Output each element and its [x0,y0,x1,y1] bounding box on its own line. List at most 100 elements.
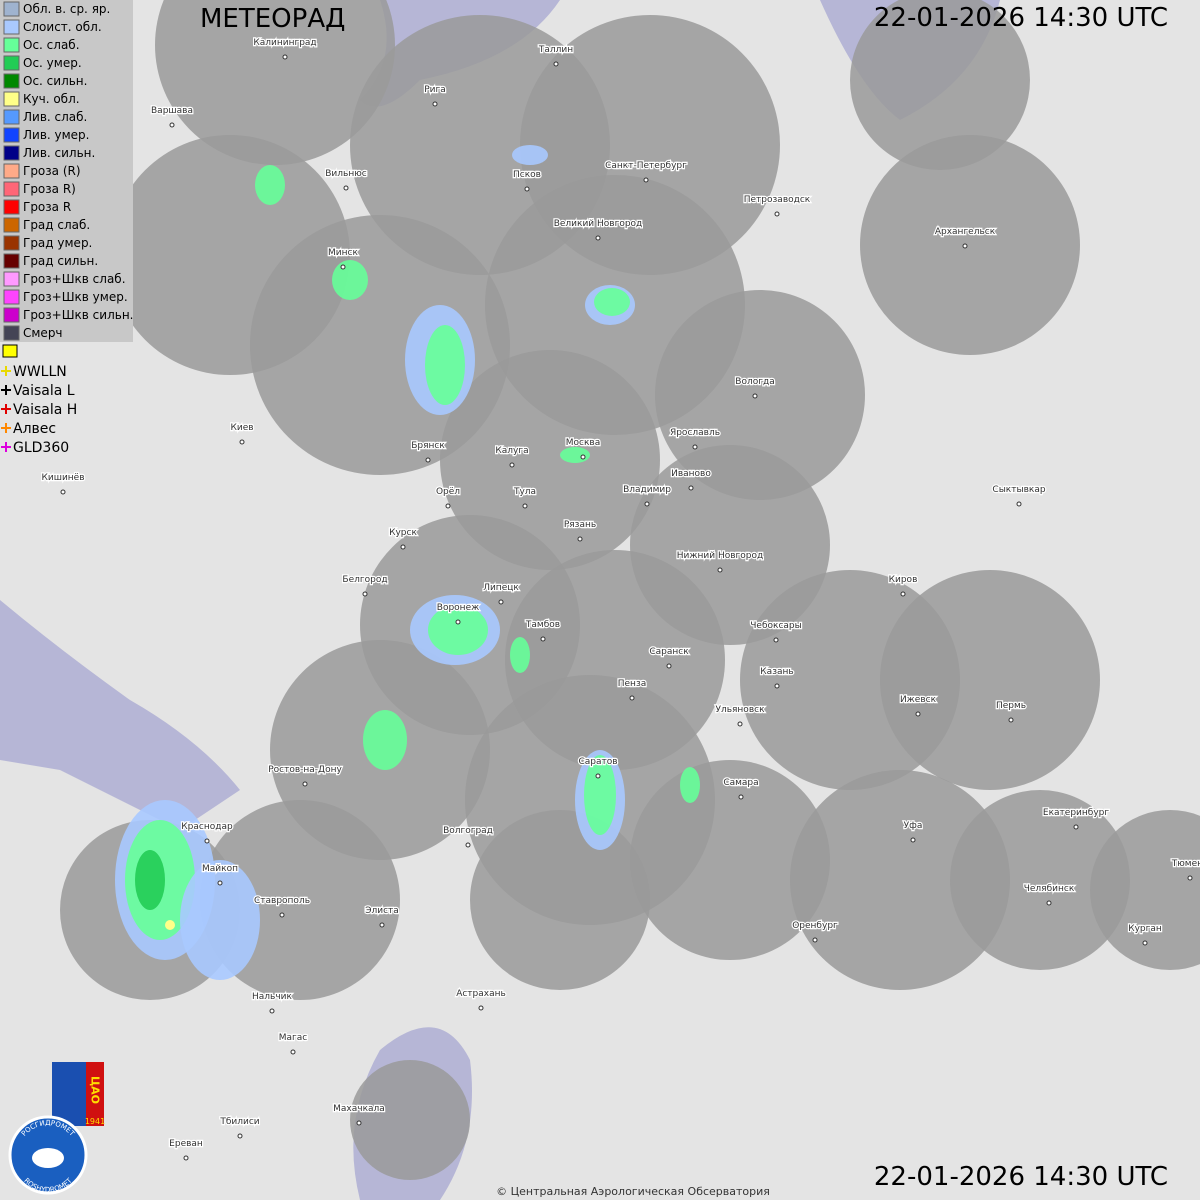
radar-circle [950,790,1130,970]
lightning-marker [1,366,11,376]
legend-swatch [3,127,20,143]
city-dot [910,837,916,843]
legend-label: Лив. сильн. [23,146,95,160]
radar-circle [155,0,395,165]
radar-circle [850,0,1030,170]
city-dot [629,695,635,701]
logo-year: 1941 [85,1117,105,1126]
city-dot [1142,940,1148,946]
echo-area [332,260,368,300]
logo-wave [32,1148,64,1168]
city-label: Вильнюс [325,169,367,179]
echo-area [680,767,700,803]
legend-label: Гроза (R) [23,164,81,178]
city-dot [379,922,385,928]
title: МЕТЕОРАД [200,4,345,34]
city-dot [1073,824,1079,830]
legend-swatch [3,271,20,287]
city-dot [204,838,210,844]
city-label: Орёл [436,487,460,497]
city-dot [774,211,780,217]
city-label: Петрозаводск [744,195,811,205]
city-label: Ярославль [670,428,720,438]
city-dot [239,439,245,445]
echo-area [584,755,616,835]
city-dot [183,1155,189,1161]
logo-org: ЦАО [89,1076,102,1104]
city-dot [524,186,530,192]
city-dot [478,1005,484,1011]
echo-area [135,850,165,910]
radar-circle [790,770,1010,990]
legend-label: Гроза R [23,200,71,214]
city-dot [900,591,906,597]
city-label: Таллин [538,45,573,55]
city-label: Уфа [904,821,923,831]
legend-swatch [3,307,20,323]
echo-area [512,145,548,165]
city-dot [455,619,461,625]
legend-label: Град слаб. [23,218,90,232]
city-dot [498,599,504,605]
legend-label: Лив. слаб. [23,110,87,124]
city-dot [595,235,601,241]
city-label: Тамбов [525,620,560,630]
legend-swatch [3,145,20,161]
city-label: Калининград [253,38,316,48]
city-label: Калуга [495,446,528,456]
city-dot [812,937,818,943]
city-dot [773,637,779,643]
city-dot [302,781,308,787]
city-dot [465,842,471,848]
city-label: Самара [723,778,758,788]
legend-swatch [3,37,20,53]
city-label: Владимир [623,485,671,495]
legend-label: Гроз+Шкв умер. [23,290,128,304]
echo-area [594,288,630,316]
city-dot [269,1008,275,1014]
timestamp-bottom: 22-01-2026 14:30 UTC [874,1162,1168,1192]
city-label: Архангельск [935,227,996,237]
city-label: Белгород [342,575,387,585]
legend-label: Ос. сильн. [23,74,87,88]
legend-label: Ос. умер. [23,56,82,70]
city-label: Москва [566,438,600,448]
city-label: Варшава [151,106,193,116]
city-label: Ростов-на-Дону [268,765,342,775]
city-dot [737,721,743,727]
legend-label: Смерч [23,326,63,340]
city-dot [60,489,66,495]
legend-label: Ос. слаб. [23,38,80,52]
city-label: Великий Новгород [554,219,643,229]
echo-area [428,605,488,655]
legend-label: Град умер. [23,236,92,250]
city-dot [1008,717,1014,723]
legend-label: Град сильн. [23,254,98,268]
city-label: Иваново [671,469,711,479]
city-dot [752,393,758,399]
legend-swatch [3,55,20,71]
city-label: Элиста [365,906,399,916]
lightning-marker [1,442,11,452]
lightning-label: Vaisala H [13,402,77,418]
city-label: Челябинск [1024,884,1075,894]
city-label: Нижний Новгород [677,551,763,561]
city-label: Ставрополь [254,896,310,906]
city-dot [282,54,288,60]
city-dot [279,912,285,918]
city-dot [595,773,601,779]
lightning-label: Vaisala L [13,383,75,399]
city-dot [666,663,672,669]
city-dot [356,1120,362,1126]
city-label: Санкт-Петербург [605,161,687,171]
echo-area [425,325,465,405]
legend-swatch [3,19,20,35]
logo: ЦАО 1941 РОСГИДРОМЕТ ROSHYDROMET [8,1062,105,1195]
city-label: Воронеж [437,603,479,613]
city-label: Нальчик [252,992,293,1002]
city-dot [425,457,431,463]
city-dot [915,711,921,717]
city-label: Кишинёв [41,473,84,483]
city-dot [1046,900,1052,906]
